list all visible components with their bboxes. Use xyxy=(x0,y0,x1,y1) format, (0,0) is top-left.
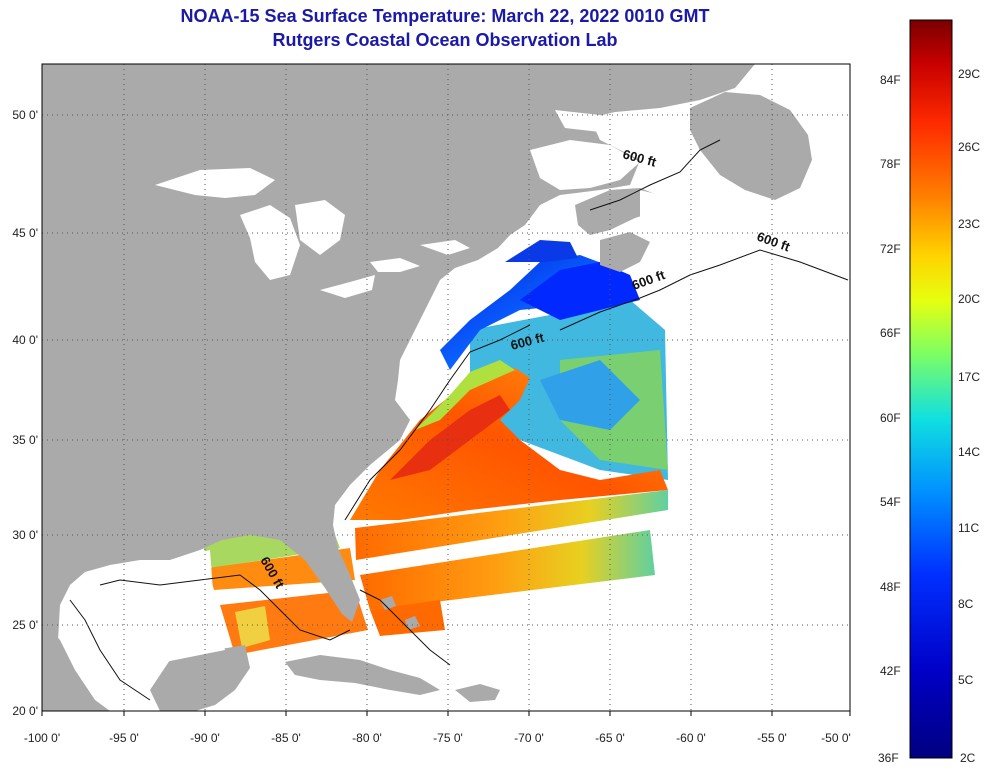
longitude-tick-label: -60 0' xyxy=(676,731,706,745)
latitude-tick-label: 45 0' xyxy=(12,226,38,240)
colorbar-c-label: 29C xyxy=(958,67,980,81)
colorbar-c-label: 14C xyxy=(958,445,980,459)
colorbar-f-label: 78F xyxy=(880,157,901,171)
colorbar-f-label: 48F xyxy=(880,580,901,594)
colorbar-f-label: 60F xyxy=(880,411,901,425)
colorbar-c-label: 2C xyxy=(960,751,976,765)
latitude-tick-label: 30 0' xyxy=(12,528,38,542)
longitude-tick-label: -70 0' xyxy=(514,731,544,745)
latitude-tick-label: 25 0' xyxy=(12,618,38,632)
colorbar-c-label: 17C xyxy=(958,370,980,384)
sst-data-layer xyxy=(200,240,668,655)
latitude-tick-label: 50 0' xyxy=(12,108,38,122)
colorbar-c-label: 26C xyxy=(958,140,980,154)
depth-contours xyxy=(69,139,849,701)
axis-ticks xyxy=(41,711,851,716)
longitude-tick-label: -75 0' xyxy=(433,731,463,745)
longitude-tick-label: -50 0' xyxy=(821,731,851,745)
colorbar-c-label: 8C xyxy=(958,597,974,611)
colorbar-c-label: 23C xyxy=(958,217,980,231)
longitude-tick-label: -55 0' xyxy=(757,731,787,745)
colorbar-f-label: 66F xyxy=(880,326,901,340)
longitude-tick-label: -90 0' xyxy=(190,731,220,745)
colorbar-f-label: 84F xyxy=(880,73,901,87)
colorbar: 84F 78F 72F 66F 60F 54F 48F 42F 36F 29C … xyxy=(878,19,980,765)
colorbar-c-label: 20C xyxy=(958,292,980,306)
map-subtitle: Rutgers Coastal Ocean Observation Lab xyxy=(272,30,618,50)
longitude-tick-label: -80 0' xyxy=(352,731,382,745)
colorbar-f-label: 72F xyxy=(880,242,901,256)
colorbar-gradient xyxy=(909,19,953,759)
map-title: NOAA-15 Sea Surface Temperature: March 2… xyxy=(180,6,710,26)
colorbar-f-label: 36F xyxy=(878,751,899,765)
colorbar-f-label: 42F xyxy=(880,664,901,678)
longitude-tick-label: -65 0' xyxy=(595,731,625,745)
longitude-axis: -100 0' -95 0' -90 0' -85 0' -80 0' -75 … xyxy=(24,731,851,745)
longitude-tick-label: -95 0' xyxy=(109,731,139,745)
longitude-tick-label: -100 0' xyxy=(24,731,60,745)
colorbar-c-label: 5C xyxy=(958,673,974,687)
great-lakes xyxy=(70,110,760,662)
latitude-axis: 50 0' 45 0' 40 0' 35 0' 30 0' 25 0' 20 0… xyxy=(12,108,38,718)
colorbar-f-label: 54F xyxy=(880,495,901,509)
latitude-tick-label: 40 0' xyxy=(12,333,38,347)
latitude-tick-label: 35 0' xyxy=(12,433,38,447)
map-frame xyxy=(41,63,851,712)
latitude-tick-label: 20 0' xyxy=(12,704,38,718)
colorbar-c-label: 11C xyxy=(958,521,979,535)
longitude-tick-label: -85 0' xyxy=(271,731,301,745)
